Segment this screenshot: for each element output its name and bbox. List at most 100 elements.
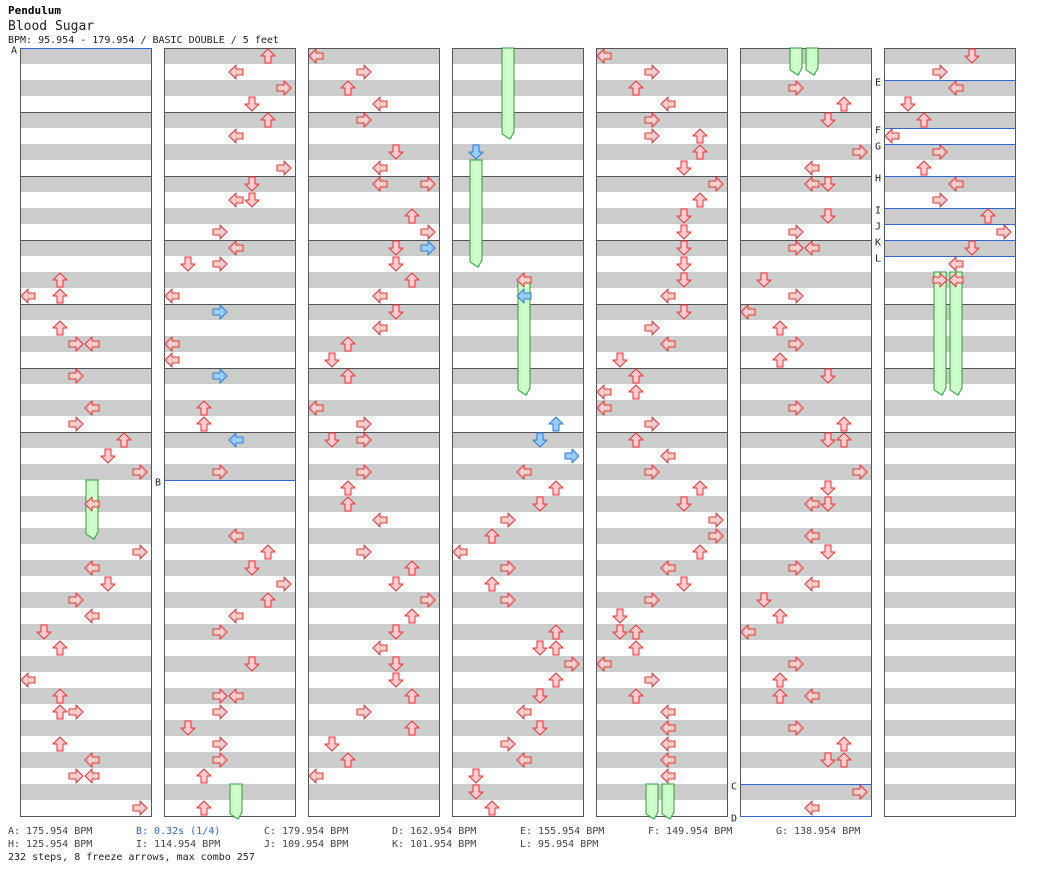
right-arrow-icon [932, 144, 948, 160]
right-arrow-icon [644, 592, 660, 608]
beat-stripe [740, 560, 872, 576]
down-arrow-icon [676, 304, 692, 320]
up-arrow-icon [340, 80, 356, 96]
down-arrow-icon [820, 496, 836, 512]
right-arrow-icon [212, 624, 228, 640]
beat-stripe [308, 112, 440, 128]
right-arrow-icon [708, 512, 724, 528]
left-arrow-icon [948, 80, 964, 96]
beat-stripe [596, 208, 728, 224]
left-arrow-icon [372, 176, 388, 192]
up-arrow-icon [52, 640, 68, 656]
beat-stripe [884, 48, 1016, 64]
beat-stripe [20, 176, 152, 192]
down-arrow-icon [532, 688, 548, 704]
beat-stripe [452, 240, 584, 256]
beat-stripe [308, 464, 440, 480]
down-arrow-icon [612, 608, 628, 624]
right-arrow-icon [788, 240, 804, 256]
freeze-arrow [645, 783, 659, 820]
beat-stripe [20, 304, 152, 320]
beat-stripe [884, 624, 1016, 640]
legend-item: J: 109.954 BPM [264, 839, 349, 850]
up-arrow-icon [836, 432, 852, 448]
left-arrow-icon [596, 656, 612, 672]
beat-stripe [308, 144, 440, 160]
left-arrow-icon [452, 544, 468, 560]
beat-stripe [884, 784, 1016, 800]
right-arrow-icon [212, 224, 228, 240]
down-arrow-icon [612, 352, 628, 368]
up-arrow-icon [692, 144, 708, 160]
down-arrow-icon [468, 768, 484, 784]
down-arrow-icon [676, 224, 692, 240]
left-arrow-icon [308, 400, 324, 416]
bpm-marker-label: H [875, 174, 881, 185]
up-arrow-icon [404, 560, 420, 576]
beat-stripe [308, 528, 440, 544]
up-arrow-icon [628, 640, 644, 656]
bpm-marker-label: D [731, 814, 737, 825]
freeze-arrow [229, 783, 243, 820]
chart-column-1 [20, 48, 152, 817]
beat-stripe [596, 624, 728, 640]
up-arrow-icon [916, 160, 932, 176]
left-arrow-icon [84, 752, 100, 768]
left-arrow-icon [228, 192, 244, 208]
beat-stripe [20, 464, 152, 480]
beat-stripe [452, 688, 584, 704]
beat-stripe [308, 496, 440, 512]
right-arrow-icon [68, 768, 84, 784]
beat-stripe [164, 560, 296, 576]
beat-stripe [20, 208, 152, 224]
beat-stripe [884, 432, 1016, 448]
up-arrow-icon [548, 416, 564, 432]
up-arrow-icon [772, 320, 788, 336]
bpm-marker-label: J [875, 222, 881, 233]
up-arrow-icon [52, 736, 68, 752]
right-arrow-icon [852, 144, 868, 160]
up-arrow-icon [836, 736, 852, 752]
right-arrow-icon [356, 704, 372, 720]
left-arrow-icon [804, 160, 820, 176]
right-arrow-icon [68, 336, 84, 352]
right-arrow-icon [420, 592, 436, 608]
down-arrow-icon [388, 144, 404, 160]
right-arrow-icon [788, 560, 804, 576]
up-arrow-icon [484, 528, 500, 544]
beat-stripe [20, 240, 152, 256]
beat-stripe [596, 528, 728, 544]
beat-stripe [452, 656, 584, 672]
left-arrow-icon [228, 128, 244, 144]
beat-stripe [740, 400, 872, 416]
up-arrow-icon [52, 320, 68, 336]
beat-stripe [452, 784, 584, 800]
up-arrow-icon [836, 96, 852, 112]
beat-stripe [596, 304, 728, 320]
beat-stripe [452, 208, 584, 224]
right-arrow-icon [644, 672, 660, 688]
left-arrow-icon [516, 272, 532, 288]
right-arrow-icon [420, 224, 436, 240]
left-arrow-icon [804, 176, 820, 192]
up-arrow-icon [404, 608, 420, 624]
beat-stripe [20, 720, 152, 736]
up-arrow-icon [52, 688, 68, 704]
up-arrow-icon [772, 352, 788, 368]
left-arrow-icon [372, 640, 388, 656]
up-arrow-icon [772, 608, 788, 624]
left-arrow-icon [804, 240, 820, 256]
left-arrow-icon [596, 400, 612, 416]
beat-stripe [596, 48, 728, 64]
left-arrow-icon [228, 64, 244, 80]
up-arrow-icon [260, 112, 276, 128]
beat-stripe [596, 112, 728, 128]
beat-stripe [884, 720, 1016, 736]
right-arrow-icon [212, 704, 228, 720]
beat-stripe [452, 624, 584, 640]
chart-column-7 [884, 48, 1016, 817]
beat-stripe [20, 592, 152, 608]
down-arrow-icon [388, 256, 404, 272]
down-arrow-icon [756, 272, 772, 288]
beat-stripe [308, 208, 440, 224]
